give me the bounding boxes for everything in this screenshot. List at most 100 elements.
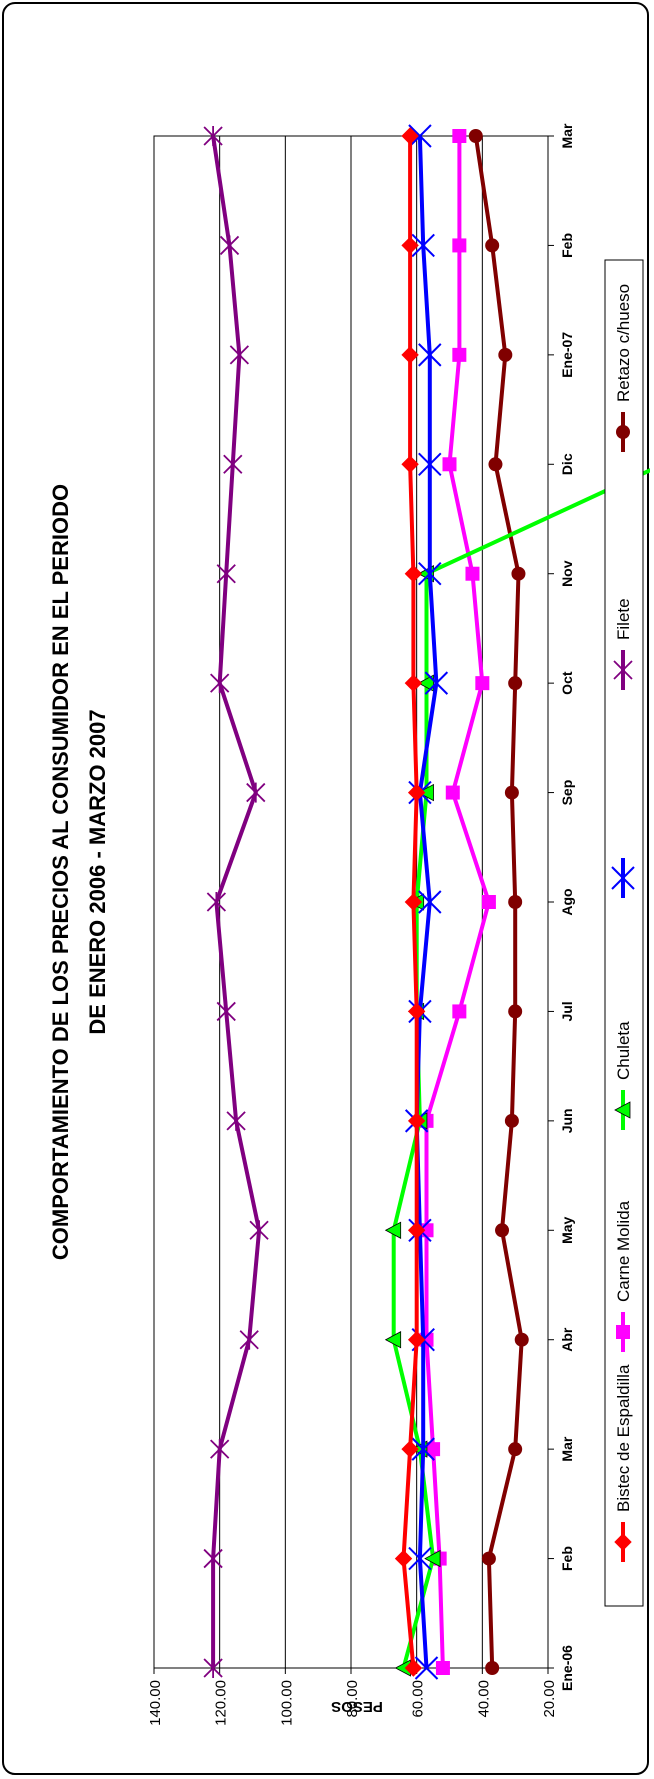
- data-point-marker: [424, 671, 449, 695]
- marker-stroke: [414, 1656, 439, 1680]
- x-tick-label: Mar: [559, 1436, 575, 1461]
- data-point-marker: [229, 344, 250, 365]
- marker-stroke: [418, 890, 442, 914]
- data-point-marker: [404, 893, 423, 911]
- data-point-marker: [508, 676, 523, 691]
- data-point-marker: [475, 676, 490, 691]
- data-point-marker: [203, 1548, 223, 1569]
- legend: Bistec de Espaldilla Carne Molida Chuleta F…: [604, 259, 644, 1607]
- data-point-marker: [613, 660, 633, 680]
- data-point-marker: [488, 457, 503, 472]
- data-point-marker: [511, 566, 526, 581]
- data-point-marker: [611, 866, 635, 890]
- y-tick-label: 140.00: [147, 1680, 164, 1726]
- x-tick-label: Ago: [559, 888, 575, 915]
- data-point-marker: [384, 1331, 402, 1349]
- marker-stroke: [418, 562, 442, 586]
- data-point-marker: [384, 1221, 402, 1239]
- data-point-marker: [418, 562, 442, 586]
- data-point-marker: [616, 1325, 630, 1339]
- legend-label: Retazo c/hueso: [614, 284, 633, 402]
- data-point-marker: [614, 1101, 631, 1119]
- data-point-marker: [452, 238, 467, 253]
- data-point-marker: [614, 1533, 632, 1551]
- legend-label: Bistec de Espaldilla: [614, 1364, 633, 1512]
- data-point-marker: [411, 233, 435, 258]
- x-tick-label: Nov: [559, 560, 575, 587]
- data-point-marker: [401, 455, 419, 473]
- data-point-marker: [616, 425, 630, 439]
- data-point-marker: [424, 1549, 441, 1568]
- data-point-marker: [442, 457, 457, 472]
- x-tick-label: Abr: [559, 1327, 575, 1352]
- marker-stroke: [411, 1437, 435, 1461]
- data-point-marker: [408, 1546, 432, 1571]
- data-point-marker: [249, 1220, 269, 1241]
- data-point-marker: [404, 565, 423, 583]
- data-point-marker: [465, 566, 480, 581]
- data-point-marker: [508, 1004, 523, 1019]
- data-point-marker: [498, 347, 513, 362]
- data-point-marker: [206, 892, 227, 912]
- x-tick-label: Ene-06: [559, 1645, 575, 1691]
- data-point-marker: [203, 126, 223, 146]
- data-point-marker: [223, 454, 243, 475]
- data-point-marker: [404, 1659, 423, 1677]
- marker-stroke: [418, 452, 442, 476]
- legend-box: [604, 259, 644, 1607]
- data-point-marker: [407, 1002, 426, 1021]
- data-point-marker: [401, 1440, 419, 1458]
- data-point-marker: [508, 1442, 523, 1457]
- data-point-marker: [495, 1223, 510, 1238]
- data-point-marker: [485, 238, 500, 253]
- x-tick-label: Mar: [559, 123, 575, 148]
- data-point-marker: [504, 1113, 519, 1128]
- y-tick-label: 60.00: [410, 1680, 427, 1718]
- data-point-marker: [445, 785, 460, 800]
- y-tick-label: 100.00: [278, 1680, 295, 1726]
- x-axis-ticks: Ene-06 Feb Mar Abr May Jun Jul Ago Sep Oct Nov Dic E…: [548, 123, 575, 1691]
- data-point-marker: [414, 1656, 439, 1680]
- legend-label: Carne Molida: [614, 1200, 633, 1302]
- chart-title-line2: DE ENERO 2006 - MARZO 2007: [85, 709, 110, 1034]
- data-point-marker: [435, 1661, 450, 1675]
- series-0: [394, 127, 426, 1677]
- y-tick-label: 20.00: [541, 1680, 558, 1718]
- data-point-marker: [216, 1001, 236, 1022]
- y-tick-label: 120.00: [213, 1680, 230, 1726]
- x-tick-label: Dic: [559, 453, 575, 475]
- data-point-marker: [418, 343, 442, 367]
- data-point-marker: [246, 782, 266, 803]
- x-tick-label: Jun: [559, 1108, 575, 1133]
- data-point-marker: [407, 1221, 426, 1239]
- y-tick-label: 80.00: [344, 1680, 361, 1718]
- x-tick-label: Oct: [559, 671, 575, 695]
- data-point-marker: [401, 346, 419, 364]
- y-axis-label: PESOS: [331, 1698, 383, 1715]
- data-point-marker: [203, 1658, 223, 1678]
- data-point-marker: [210, 1439, 230, 1460]
- x-tick-label: Ene-07: [559, 332, 575, 378]
- data-point-marker: [394, 1549, 413, 1568]
- series-5: [468, 129, 529, 1675]
- x-tick-label: Feb: [559, 1546, 575, 1571]
- data-point-marker: [216, 563, 236, 584]
- data-point-marker: [404, 674, 423, 692]
- data-point-marker: [407, 783, 426, 802]
- series-layer: [203, 124, 650, 1680]
- marker-stroke: [424, 671, 449, 695]
- data-point-marker: [452, 1004, 467, 1019]
- data-point-marker: [210, 673, 230, 694]
- marker-stroke: [611, 866, 635, 890]
- x-tick-label: May: [559, 1216, 575, 1243]
- data-point-marker: [468, 129, 483, 143]
- data-point-marker: [219, 235, 240, 256]
- data-point-marker: [418, 452, 442, 476]
- data-point-marker: [226, 1110, 246, 1131]
- x-tick-label: Jul: [559, 1001, 575, 1021]
- data-point-marker: [417, 674, 434, 692]
- marker-stroke: [411, 233, 435, 258]
- y-tick-label: 40.00: [475, 1680, 492, 1718]
- data-point-marker: [407, 1112, 426, 1130]
